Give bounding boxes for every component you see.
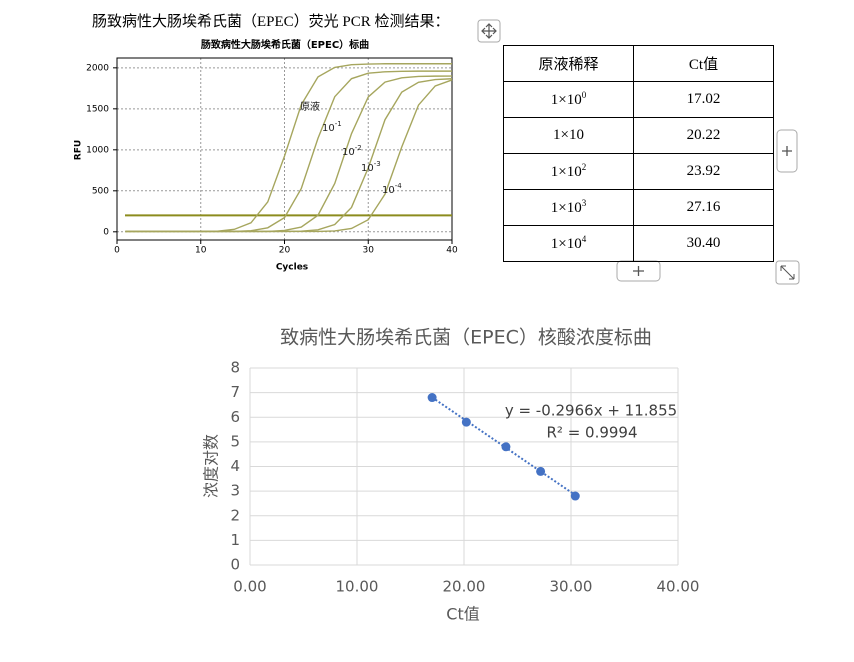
- y-tick-label: 1000: [86, 145, 109, 155]
- curve-label-base: 10: [361, 163, 374, 174]
- heading: 肠致病性大肠埃希氏菌（EPEC）荧光 PCR 检测结果：: [92, 14, 450, 30]
- curve-label-exponent: -4: [395, 182, 403, 190]
- table: 原液稀释 Ct值 1×100 17.02 1×10 20.22 1×102 23.92 1×…: [503, 45, 774, 262]
- data-point: [427, 393, 437, 403]
- plot-frame: [116, 57, 453, 241]
- y-tick-label: 2: [230, 506, 240, 524]
- x-tick-label: 10: [195, 246, 207, 256]
- ct-cell: 30.40: [633, 225, 774, 262]
- dilution: 1×10: [550, 92, 582, 108]
- data-point: [461, 417, 471, 427]
- curve-label-base: 10: [382, 185, 395, 196]
- y-axis-label: 浓度对数: [202, 434, 221, 498]
- add-row-button[interactable]: [616, 260, 661, 282]
- curve-label-base: 原液: [300, 100, 320, 113]
- dilution-cell: 1×10: [503, 117, 634, 154]
- amplification-curve: [125, 70, 452, 233]
- y-axis-label: RFU: [74, 140, 84, 160]
- move-handle[interactable]: [477, 19, 501, 43]
- x-tick-label: 30.00: [550, 578, 593, 596]
- table-row: 1×103 27.16: [503, 189, 774, 226]
- curve-label: 10-3: [361, 160, 381, 174]
- table-row: 1×104 30.40: [503, 225, 774, 262]
- y-tick-label: 0: [103, 227, 109, 237]
- curve-label-base: 10: [322, 123, 335, 134]
- x-tick-label: 0: [114, 246, 120, 256]
- y-tick-label: 5: [230, 432, 240, 450]
- exponent: 2: [581, 162, 587, 172]
- y-tick-label: 0: [230, 556, 240, 574]
- dilution-cell: 1×100: [503, 81, 634, 118]
- x-axis-label: Cycles: [276, 263, 308, 273]
- curve-label: 10-1: [322, 120, 342, 134]
- curve-label: 10-2: [342, 144, 362, 158]
- trendline-r-squared: R² = 0.9994: [546, 424, 637, 442]
- exponent: 4: [581, 234, 587, 244]
- x-axis-label: Ct值: [446, 605, 479, 624]
- y-tick-label: 1: [230, 531, 240, 549]
- x-tick-label: 30: [363, 246, 375, 256]
- chart-title: 肠致病性大肠埃希氏菌（EPEC）标曲: [201, 38, 369, 51]
- amplification-curve: [125, 78, 453, 233]
- dilution-cell: 1×102: [503, 153, 634, 190]
- exponent: 3: [581, 198, 587, 208]
- y-tick-label: 2000: [86, 63, 109, 73]
- y-tick-label: 8: [230, 359, 240, 377]
- x-tick-label: 20: [279, 246, 291, 256]
- x-tick-label: 40: [446, 246, 458, 256]
- y-tick-label: 3: [230, 482, 240, 500]
- y-tick-label: 4: [230, 457, 240, 475]
- data-point: [536, 466, 546, 476]
- table-header: 原液稀释 Ct值: [503, 45, 774, 82]
- header-cell: 原液稀释: [503, 45, 634, 82]
- header-cell: Ct值: [633, 45, 774, 82]
- dilution-cell: 1×104: [503, 225, 634, 262]
- data-point: [501, 442, 511, 452]
- trendline-equation: y = -0.2966x + 11.855: [505, 402, 677, 420]
- dilution-cell: 1×103: [503, 189, 634, 226]
- ct-cell: 27.16: [633, 189, 774, 226]
- y-tick-label: 6: [230, 408, 240, 426]
- curve-label-exponent: -1: [335, 120, 342, 128]
- exponent: 0: [581, 90, 587, 100]
- x-tick-label: 10.00: [336, 578, 379, 596]
- ct-cell: 20.22: [633, 117, 774, 154]
- table-row: 1×100 17.02: [503, 81, 774, 118]
- curve-label: 原液: [300, 100, 320, 113]
- y-tick-label: 7: [230, 383, 240, 401]
- dilution: 1×10: [550, 236, 582, 252]
- curve-label: 10-4: [382, 182, 402, 196]
- ct-cell: 23.92: [633, 153, 774, 190]
- add-column-button[interactable]: [776, 129, 798, 173]
- amplification-curve: [125, 79, 453, 233]
- ct-cell: 17.02: [633, 81, 774, 118]
- dilution: 1×10: [553, 127, 584, 143]
- y-tick-label: 500: [92, 186, 109, 196]
- curve-label-base: 10: [342, 147, 355, 158]
- amplification-curve: [125, 63, 452, 233]
- resize-handle[interactable]: [775, 260, 800, 285]
- x-tick-label: 20.00: [443, 578, 486, 596]
- table-row: 1×10 20.22: [503, 117, 774, 154]
- curve-label-exponent: -3: [374, 160, 381, 168]
- curve-label-exponent: -2: [355, 144, 362, 152]
- y-tick-label: 1500: [86, 104, 109, 114]
- data-point: [570, 491, 580, 501]
- table-row: 1×102 23.92: [503, 153, 774, 190]
- dilution: 1×10: [550, 200, 582, 216]
- x-tick-label: 0.00: [233, 578, 266, 596]
- chart-title: 致病性大肠埃希氏菌（EPEC）核酸浓度标曲: [280, 327, 652, 349]
- trendline: [431, 396, 576, 496]
- table-body: 1×100 17.02 1×10 20.22 1×102 23.92 1×103 27.16 1…: [503, 81, 774, 262]
- x-tick-label: 40.00: [657, 578, 700, 596]
- dilution: 1×10: [550, 164, 582, 180]
- amplification-curve: [125, 75, 453, 233]
